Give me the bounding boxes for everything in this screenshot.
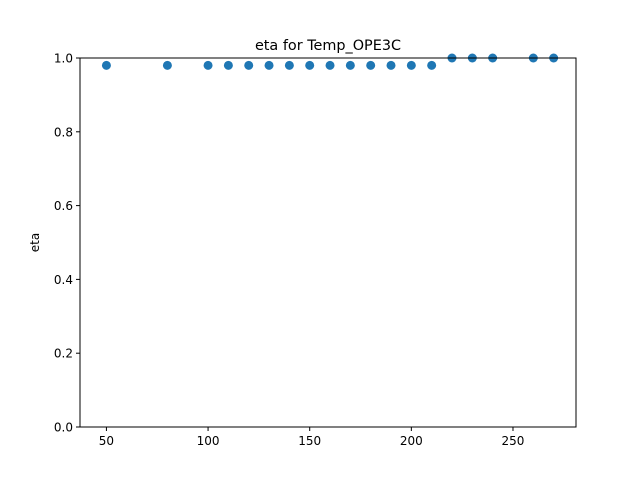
data-point (101, 60, 111, 70)
chart-title: eta for Temp_OPE3C (255, 38, 401, 54)
y-tick-label: 0.6 (54, 199, 73, 213)
y-tick-label: 0.8 (54, 125, 73, 139)
data-points (101, 53, 559, 70)
data-point (406, 60, 416, 70)
y-tick-label: 1.0 (54, 52, 73, 66)
axes-frame (79, 57, 577, 428)
y-tick-label: 0.2 (54, 347, 73, 361)
x-tick-label: 150 (298, 434, 321, 448)
data-point (325, 60, 335, 70)
data-point (162, 60, 172, 70)
data-point (284, 60, 294, 70)
y-tick-label: 0.4 (54, 273, 73, 287)
y-axis-label: eta (28, 233, 42, 252)
x-tick-label: 200 (400, 434, 423, 448)
data-point (244, 60, 254, 70)
data-point (345, 60, 355, 70)
x-tick-label: 250 (502, 434, 525, 448)
data-point (427, 60, 437, 70)
data-point (203, 60, 213, 70)
y-axis-ticks: 0.0 0.2 0.4 0.6 0.8 1.0 (54, 52, 80, 435)
data-point (386, 60, 396, 70)
data-point (264, 60, 274, 70)
y-tick-label: 0.0 (54, 421, 73, 435)
x-tick-label: 100 (197, 434, 220, 448)
x-tick-label: 50 (99, 434, 114, 448)
data-point (223, 60, 233, 70)
data-point (305, 60, 315, 70)
data-point (366, 60, 376, 70)
x-axis-ticks: 50 100 150 200 250 (99, 427, 525, 448)
